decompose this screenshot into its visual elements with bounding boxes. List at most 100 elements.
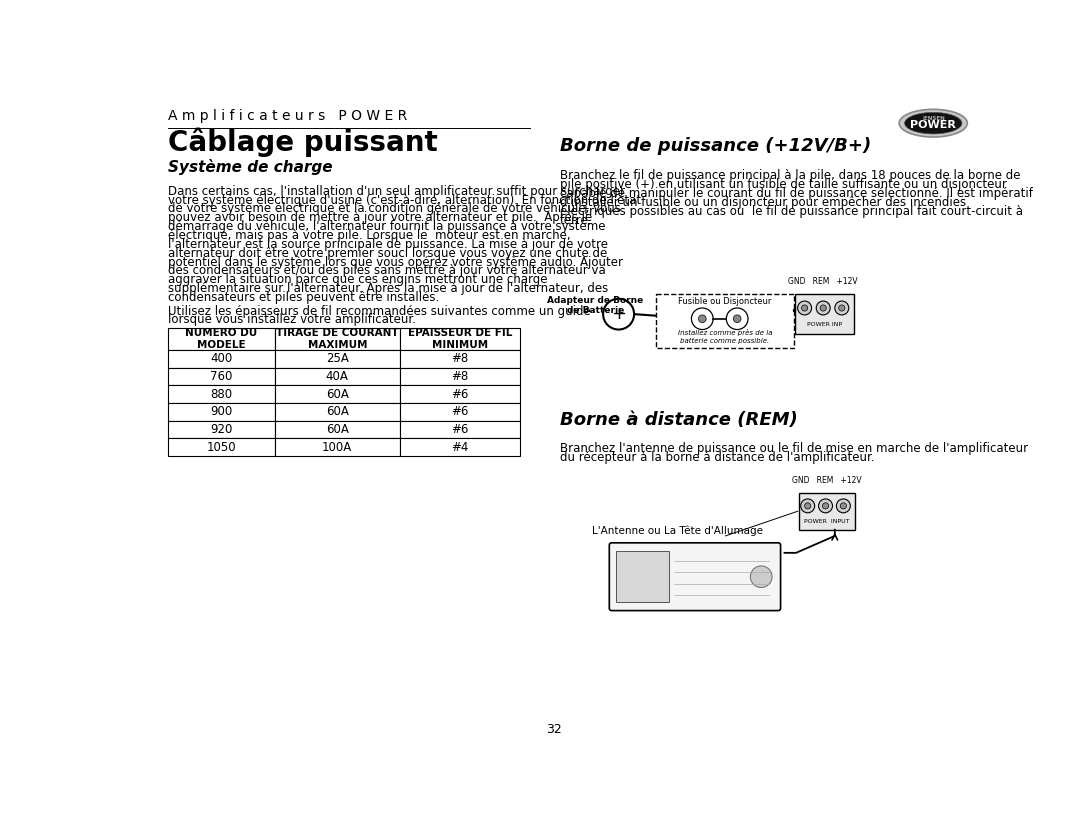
Circle shape [751,566,772,587]
FancyBboxPatch shape [274,439,400,456]
Text: JENSEN: JENSEN [922,116,945,121]
Text: #6: #6 [451,423,469,436]
Text: EPAISSEUR DE FIL
MINIMUM: EPAISSEUR DE FIL MINIMUM [408,329,512,350]
Text: électriques possibles au cas ou  le fil de puissance principal fait court-circui: électriques possibles au cas ou le fil d… [559,205,1023,218]
FancyBboxPatch shape [400,403,521,421]
FancyBboxPatch shape [167,329,274,350]
FancyBboxPatch shape [799,493,855,530]
Circle shape [727,308,748,329]
Text: POWER: POWER [910,120,956,130]
Text: #8: #8 [451,370,469,383]
Circle shape [835,301,849,315]
Text: Borne de puissance (+12V/B+): Borne de puissance (+12V/B+) [559,137,870,155]
Text: d'installer un fusible ou un disjoncteur pour empêcher des incendies: d'installer un fusible ou un disjoncteur… [559,196,966,209]
Text: GND   REM   +12V: GND REM +12V [788,278,858,286]
FancyBboxPatch shape [400,368,521,385]
Text: TIRAGE DE COURANT
MAXIMUM: TIRAGE DE COURANT MAXIMUM [276,329,399,350]
FancyBboxPatch shape [167,385,274,403]
Text: Utilisez les épaisseurs de fil recommandées suivantes comme un guide: Utilisez les épaisseurs de fil recommand… [167,304,591,318]
Text: votre système électrique d'usine (c'est-à-dire, alternation). En fonction de l'é: votre système électrique d'usine (c'est-… [167,193,640,207]
FancyBboxPatch shape [400,439,521,456]
Text: aggraver la situation parce que ces engins mettront une charge: aggraver la situation parce que ces engi… [167,274,548,286]
Text: 760: 760 [210,370,232,383]
Text: 32: 32 [545,723,562,736]
Text: pouvez avoir besoin de mettre à jour votre alternateur et pile.  Après le: pouvez avoir besoin de mettre à jour vot… [167,211,592,224]
Ellipse shape [905,113,962,134]
Text: L'Antenne ou La Tête d'Allumage: L'Antenne ou La Tête d'Allumage [592,525,762,536]
FancyBboxPatch shape [274,350,400,368]
FancyBboxPatch shape [400,329,521,350]
Text: #8: #8 [451,352,469,365]
Text: condensateurs et piles peuvent être installés.: condensateurs et piles peuvent être inst… [167,291,438,304]
FancyBboxPatch shape [400,350,521,368]
Text: Branchez le fil de puissance principal à la pile, dans 18 pouces de la borne de: Branchez le fil de puissance principal à… [559,169,1021,183]
FancyBboxPatch shape [167,403,274,421]
Text: 40A: 40A [326,370,349,383]
Text: l'alternateur est la source principale de puissance. La mise à jour de votre: l'alternateur est la source principale d… [167,238,608,251]
Text: Installez comme près de la
batterie comme possible.: Installez comme près de la batterie comm… [677,329,772,344]
FancyBboxPatch shape [167,439,274,456]
Circle shape [823,503,828,509]
Text: Adapteur de Borne
de Batterie: Adapteur de Borne de Batterie [548,296,644,315]
Text: 60A: 60A [326,388,349,400]
Text: démarrage du véhicule, l'alternateur fournit la puissance à votre système: démarrage du véhicule, l'alternateur fou… [167,220,605,234]
FancyBboxPatch shape [167,421,274,439]
Text: pile positive (+) en utilisant un fusible de taille suffisante ou un disjoncteur: pile positive (+) en utilisant un fusibl… [559,178,1007,191]
Text: GND   REM   +12V: GND REM +12V [793,476,862,485]
Circle shape [836,499,850,513]
Text: Borne à distance (REM): Borne à distance (REM) [559,411,797,429]
FancyBboxPatch shape [656,294,794,348]
Circle shape [840,503,847,509]
Text: lorsque vous installez votre amplificateur.: lorsque vous installez votre amplificate… [167,314,416,326]
Circle shape [820,305,826,311]
Text: Fusible ou Disjoncteur: Fusible ou Disjoncteur [678,297,771,305]
FancyBboxPatch shape [795,294,854,334]
FancyBboxPatch shape [274,421,400,439]
FancyBboxPatch shape [400,421,521,439]
FancyBboxPatch shape [167,350,274,368]
Circle shape [816,301,831,315]
FancyBboxPatch shape [167,368,274,385]
FancyBboxPatch shape [400,385,521,403]
FancyBboxPatch shape [274,368,400,385]
Text: 60A: 60A [326,405,349,419]
Text: Câblage puissant: Câblage puissant [167,128,437,157]
Circle shape [691,308,713,329]
Circle shape [603,299,634,329]
Text: 1050: 1050 [206,441,235,454]
FancyBboxPatch shape [609,543,781,610]
Text: potentiel dans le système lors que vous opérez votre système audio. Ajouter: potentiel dans le système lors que vous … [167,255,622,269]
Text: 100A: 100A [322,441,352,454]
Text: Système de charge: Système de charge [167,159,333,175]
Text: Dans certains cas, l'installation d'un seul amplificateur suffit pour surcharger: Dans certains cas, l'installation d'un s… [167,185,624,198]
FancyBboxPatch shape [274,403,400,421]
Text: #4: #4 [451,441,469,454]
FancyBboxPatch shape [274,329,400,350]
Text: #6: #6 [451,405,469,419]
Text: électrique, mais pas à votre pile. Lorsque le  moteur est en marche,: électrique, mais pas à votre pile. Lorsq… [167,229,570,242]
Text: 920: 920 [210,423,232,436]
Circle shape [800,499,814,513]
Text: NUMERO DU
MODELE: NUMERO DU MODELE [185,329,257,350]
Text: de votre système électrique et la condition générale de votre véhicule, vous: de votre système électrique et la condit… [167,203,620,215]
Circle shape [699,315,706,323]
Text: 400: 400 [210,352,232,365]
FancyBboxPatch shape [274,385,400,403]
Text: 25A: 25A [326,352,349,365]
FancyBboxPatch shape [617,551,669,602]
Circle shape [801,305,808,311]
Text: POWER  INPUT: POWER INPUT [805,519,850,524]
Circle shape [839,305,845,311]
Text: 60A: 60A [326,423,349,436]
Text: 880: 880 [210,388,232,400]
Circle shape [805,503,811,509]
Text: supplémentaire sur l'alternateur. Après la mise à jour de l'alternateur, des: supplémentaire sur l'alternateur. Après … [167,282,608,295]
Text: terre.: terre. [559,214,592,227]
Ellipse shape [900,109,968,137]
Circle shape [798,301,811,315]
Text: Branchez l'antenne de puissance ou le fil de mise en marche de l'amplificateur: Branchez l'antenne de puissance ou le fi… [559,442,1028,455]
Text: 900: 900 [210,405,232,419]
Circle shape [733,315,741,323]
Text: alternateur doit être votre premier souci lorsque vous voyez une chute de: alternateur doit être votre premier souc… [167,247,607,259]
Text: du récepteur à la borne à distance de l'amplificateur.: du récepteur à la borne à distance de l'… [559,451,875,464]
